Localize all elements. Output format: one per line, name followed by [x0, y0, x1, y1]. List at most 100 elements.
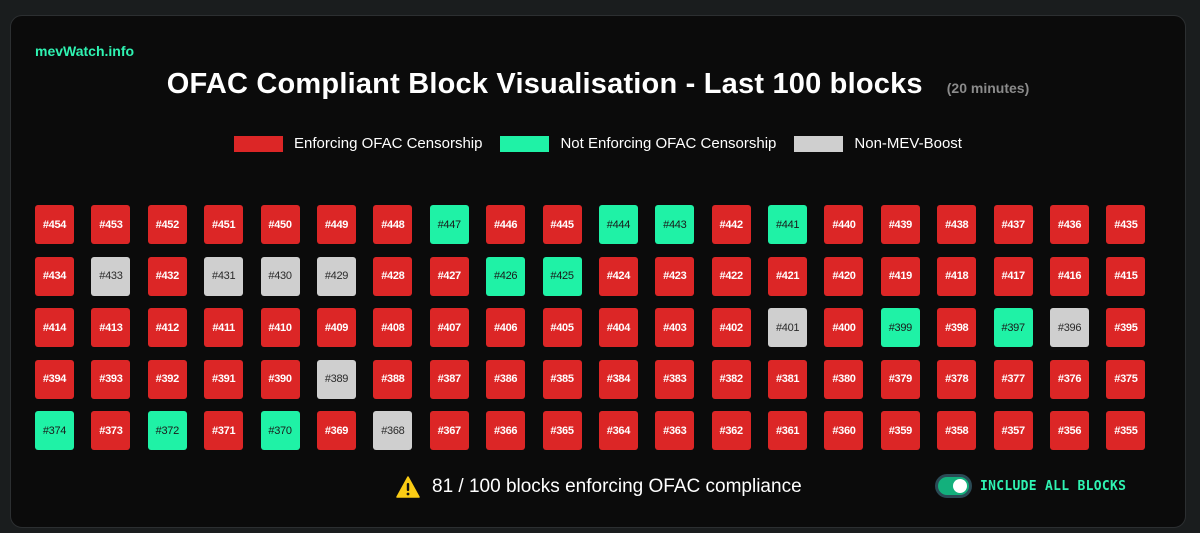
block-367[interactable]: #367: [429, 411, 469, 451]
block-406[interactable]: #406: [486, 308, 526, 348]
block-421[interactable]: #421: [768, 256, 808, 296]
block-370[interactable]: #370: [260, 411, 300, 451]
block-365[interactable]: #365: [542, 411, 582, 451]
block-432[interactable]: #432: [147, 256, 187, 296]
block-407[interactable]: #407: [429, 308, 469, 348]
block-368[interactable]: #368: [373, 411, 413, 451]
block-426[interactable]: #426: [486, 256, 526, 296]
block-391[interactable]: #391: [204, 359, 244, 399]
block-393[interactable]: #393: [91, 359, 131, 399]
block-382[interactable]: #382: [711, 359, 751, 399]
block-450[interactable]: #450: [260, 205, 300, 244]
block-402[interactable]: #402: [711, 308, 751, 348]
brand-link[interactable]: mevWatch.info: [35, 43, 135, 59]
block-445[interactable]: #445: [542, 205, 582, 244]
block-374[interactable]: #374: [35, 411, 74, 451]
block-364[interactable]: #364: [598, 411, 638, 451]
block-414[interactable]: #414: [35, 308, 74, 348]
block-358[interactable]: #358: [937, 411, 977, 451]
block-398[interactable]: #398: [937, 308, 977, 348]
block-419[interactable]: #419: [880, 256, 920, 296]
block-439[interactable]: #439: [880, 205, 920, 244]
block-437[interactable]: #437: [993, 205, 1033, 244]
block-394[interactable]: #394: [35, 359, 74, 399]
block-380[interactable]: #380: [824, 359, 864, 399]
block-387[interactable]: #387: [429, 359, 469, 399]
block-440[interactable]: #440: [824, 205, 864, 244]
toggle-label[interactable]: INCLUDE ALL BLOCKS: [980, 478, 1127, 494]
block-378[interactable]: #378: [937, 359, 977, 399]
block-372[interactable]: #372: [147, 411, 187, 451]
block-434[interactable]: #434: [35, 256, 74, 296]
block-416[interactable]: #416: [1050, 256, 1090, 296]
block-425[interactable]: #425: [542, 256, 582, 296]
block-431[interactable]: #431: [204, 256, 244, 296]
block-428[interactable]: #428: [373, 256, 413, 296]
block-379[interactable]: #379: [880, 359, 920, 399]
block-417[interactable]: #417: [993, 256, 1033, 296]
block-395[interactable]: #395: [1106, 308, 1146, 348]
block-427[interactable]: #427: [429, 256, 469, 296]
block-360[interactable]: #360: [824, 411, 864, 451]
block-371[interactable]: #371: [204, 411, 244, 451]
block-392[interactable]: #392: [147, 359, 187, 399]
block-355[interactable]: #355: [1106, 411, 1146, 451]
block-433[interactable]: #433: [91, 256, 131, 296]
block-361[interactable]: #361: [768, 411, 808, 451]
block-405[interactable]: #405: [542, 308, 582, 348]
block-397[interactable]: #397: [993, 308, 1033, 348]
block-359[interactable]: #359: [880, 411, 920, 451]
block-415[interactable]: #415: [1106, 256, 1146, 296]
block-390[interactable]: #390: [260, 359, 300, 399]
block-422[interactable]: #422: [711, 256, 751, 296]
block-443[interactable]: #443: [655, 205, 695, 244]
block-373[interactable]: #373: [91, 411, 131, 451]
block-418[interactable]: #418: [937, 256, 977, 296]
block-448[interactable]: #448: [373, 205, 413, 244]
block-362[interactable]: #362: [711, 411, 751, 451]
block-409[interactable]: #409: [316, 308, 356, 348]
block-366[interactable]: #366: [486, 411, 526, 451]
block-420[interactable]: #420: [824, 256, 864, 296]
block-430[interactable]: #430: [260, 256, 300, 296]
block-376[interactable]: #376: [1050, 359, 1090, 399]
block-413[interactable]: #413: [91, 308, 131, 348]
block-404[interactable]: #404: [598, 308, 638, 348]
include-all-toggle[interactable]: [935, 474, 972, 498]
block-356[interactable]: #356: [1050, 411, 1090, 451]
block-453[interactable]: #453: [91, 205, 131, 244]
block-375[interactable]: #375: [1106, 359, 1146, 399]
block-396[interactable]: #396: [1050, 308, 1090, 348]
block-377[interactable]: #377: [993, 359, 1033, 399]
block-454[interactable]: #454: [35, 205, 74, 244]
block-386[interactable]: #386: [486, 359, 526, 399]
block-401[interactable]: #401: [768, 308, 808, 348]
block-436[interactable]: #436: [1050, 205, 1090, 244]
block-429[interactable]: #429: [316, 256, 356, 296]
block-449[interactable]: #449: [316, 205, 356, 244]
block-403[interactable]: #403: [655, 308, 695, 348]
block-452[interactable]: #452: [147, 205, 187, 244]
block-399[interactable]: #399: [880, 308, 920, 348]
block-438[interactable]: #438: [937, 205, 977, 244]
block-441[interactable]: #441: [768, 205, 808, 244]
block-400[interactable]: #400: [824, 308, 864, 348]
block-408[interactable]: #408: [373, 308, 413, 348]
block-451[interactable]: #451: [204, 205, 244, 244]
block-388[interactable]: #388: [373, 359, 413, 399]
block-389[interactable]: #389: [316, 359, 356, 399]
block-385[interactable]: #385: [542, 359, 582, 399]
block-435[interactable]: #435: [1106, 205, 1146, 244]
block-357[interactable]: #357: [993, 411, 1033, 451]
block-444[interactable]: #444: [598, 205, 638, 244]
block-447[interactable]: #447: [429, 205, 469, 244]
block-423[interactable]: #423: [655, 256, 695, 296]
block-363[interactable]: #363: [655, 411, 695, 451]
block-369[interactable]: #369: [316, 411, 356, 451]
block-410[interactable]: #410: [260, 308, 300, 348]
block-442[interactable]: #442: [711, 205, 751, 244]
block-424[interactable]: #424: [598, 256, 638, 296]
block-383[interactable]: #383: [655, 359, 695, 399]
block-384[interactable]: #384: [598, 359, 638, 399]
block-381[interactable]: #381: [768, 359, 808, 399]
